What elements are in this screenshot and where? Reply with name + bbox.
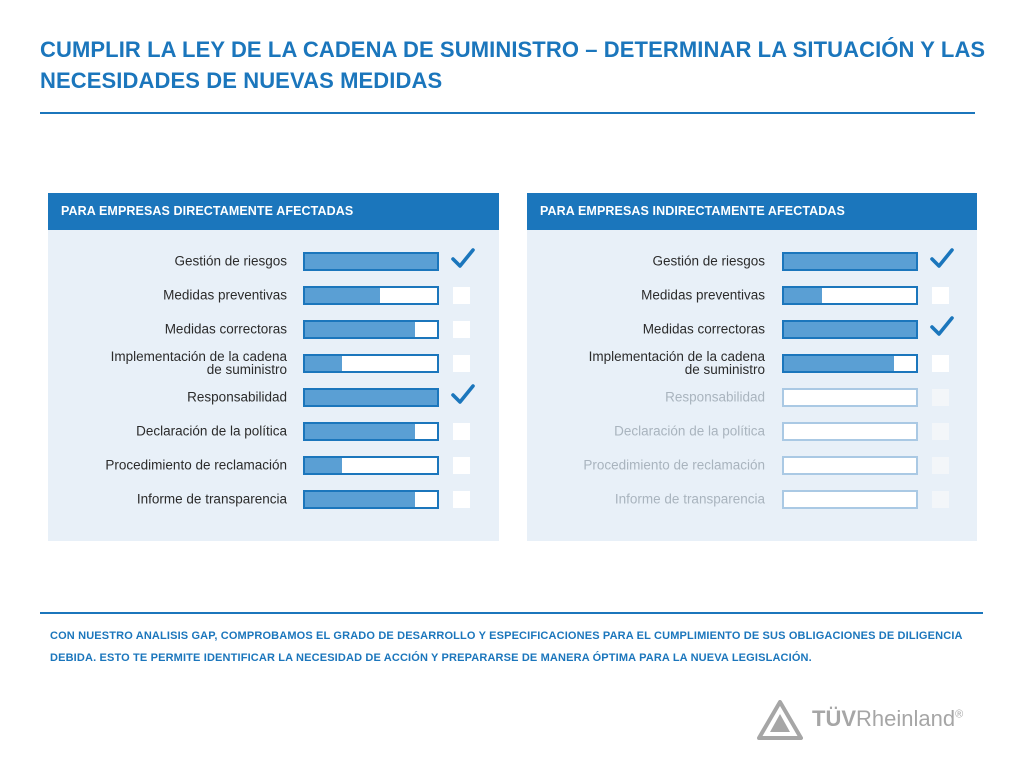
row-label: Responsabilidad: [665, 389, 765, 405]
progress-fill: [305, 492, 415, 507]
progress-fill: [784, 322, 916, 337]
footer-divider: [40, 612, 983, 614]
row-label: Implementación de la cadena de suministr…: [588, 349, 765, 377]
row-transparency-report: Informe de transparencia: [48, 484, 499, 514]
progress-bar: [303, 286, 439, 305]
page-title: CUMPLIR LA LEY DE LA CADENA DE SUMINISTR…: [40, 37, 986, 93]
empty-checkbox: [932, 423, 949, 440]
row-label: Procedimiento de reclamación: [105, 457, 287, 473]
row-policy-statement: Declaración de la política: [527, 416, 977, 446]
row-label-line2: de suministro: [206, 362, 287, 377]
progress-bar: [782, 286, 918, 305]
row-complaint-procedure: Procedimiento de reclamación: [527, 450, 977, 480]
progress-bar: [303, 388, 439, 407]
row-label-line1: Implementación de la cadena: [110, 349, 287, 364]
progress-fill: [305, 254, 437, 269]
empty-checkbox: [932, 355, 949, 372]
row-label: Procedimiento de reclamación: [583, 457, 765, 473]
row-label: Gestión de riesgos: [652, 253, 765, 269]
row-label: Informe de transparencia: [614, 491, 765, 507]
row-label-line1: Implementación de la cadena: [588, 349, 765, 364]
logo-wordmark: TÜVRheinland®: [812, 706, 963, 732]
title-divider: [40, 112, 975, 114]
row-label: Gestión de riesgos: [174, 253, 287, 269]
logo-tuv: TÜV: [812, 706, 856, 731]
row-label: Medidas preventivas: [163, 287, 287, 303]
empty-checkbox: [453, 457, 470, 474]
row-supply-chain-implementation: Implementación de la cadena de suministr…: [48, 348, 499, 378]
progress-fill: [784, 356, 894, 371]
row-supply-chain-implementation: Implementación de la cadena de suministr…: [527, 348, 977, 378]
progress-bar: [782, 456, 918, 475]
empty-checkbox: [453, 355, 470, 372]
registered-mark: ®: [955, 708, 964, 721]
progress-fill: [305, 424, 415, 439]
progress-fill: [784, 288, 823, 303]
progress-bar: [782, 354, 918, 373]
empty-checkbox: [453, 321, 470, 338]
progress-bar: [303, 252, 439, 271]
progress-fill: [305, 458, 342, 473]
row-label: Medidas preventivas: [641, 287, 765, 303]
checkmark-icon: [930, 248, 954, 268]
progress-fill: [305, 288, 381, 303]
panel-header: PARA EMPRESAS DIRECTAMENTE AFECTADAS: [48, 193, 499, 230]
progress-bar: [303, 354, 439, 373]
progress-fill: [305, 356, 342, 371]
progress-bar: [303, 490, 439, 509]
empty-checkbox: [932, 287, 949, 304]
logo-rheinland: Rheinland: [856, 706, 956, 731]
empty-checkbox: [932, 491, 949, 508]
row-corrective-measures: Medidas correctoras: [527, 314, 977, 344]
progress-bar: [782, 490, 918, 509]
row-corrective-measures: Medidas correctoras: [48, 314, 499, 344]
progress-bar: [303, 320, 439, 339]
progress-bar: [782, 422, 918, 441]
row-complaint-procedure: Procedimiento de reclamación: [48, 450, 499, 480]
row-label: Informe de transparencia: [136, 491, 287, 507]
checkmark-icon: [451, 248, 475, 268]
progress-bar: [782, 388, 918, 407]
row-label: Implementación de la cadena de suministr…: [110, 349, 287, 377]
row-risk-management: Gestión de riesgos: [527, 246, 977, 276]
empty-checkbox: [453, 287, 470, 304]
progress-fill: [305, 322, 415, 337]
empty-checkbox: [932, 389, 949, 406]
progress-bar: [303, 422, 439, 441]
row-responsibility: Responsabilidad: [527, 382, 977, 412]
progress-bar: [782, 320, 918, 339]
empty-checkbox: [932, 457, 949, 474]
tuv-rheinland-logo: TÜVRheinland®: [757, 698, 987, 742]
progress-bar: [782, 252, 918, 271]
row-preventive-measures: Medidas preventivas: [48, 280, 499, 310]
row-responsibility: Responsabilidad: [48, 382, 499, 412]
footer-text: CON NUESTRO ANALISIS GAP, COMPROBAMOS EL…: [50, 630, 963, 664]
row-label: Medidas correctoras: [642, 321, 765, 337]
row-preventive-measures: Medidas preventivas: [527, 280, 977, 310]
row-label: Medidas correctoras: [164, 321, 287, 337]
empty-checkbox: [453, 423, 470, 440]
progress-fill: [784, 254, 916, 269]
triangle-logo-icon: [757, 700, 803, 740]
row-policy-statement: Declaración de la política: [48, 416, 499, 446]
row-label: Declaración de la política: [614, 423, 765, 439]
empty-checkbox: [453, 491, 470, 508]
checkmark-icon: [451, 384, 475, 404]
progress-bar: [303, 456, 439, 475]
row-label-line2: de suministro: [684, 362, 765, 377]
row-risk-management: Gestión de riesgos: [48, 246, 499, 276]
panel-direct: PARA EMPRESAS DIRECTAMENTE AFECTADAS Ges…: [48, 193, 499, 541]
progress-fill: [305, 390, 437, 405]
panel-header: PARA EMPRESAS INDIRECTAMENTE AFECTADAS: [527, 193, 977, 230]
panel-indirect: PARA EMPRESAS INDIRECTAMENTE AFECTADAS G…: [527, 193, 977, 541]
row-label: Declaración de la política: [136, 423, 287, 439]
checkmark-icon: [930, 316, 954, 336]
row-label: Responsabilidad: [187, 389, 287, 405]
row-transparency-report: Informe de transparencia: [527, 484, 977, 514]
